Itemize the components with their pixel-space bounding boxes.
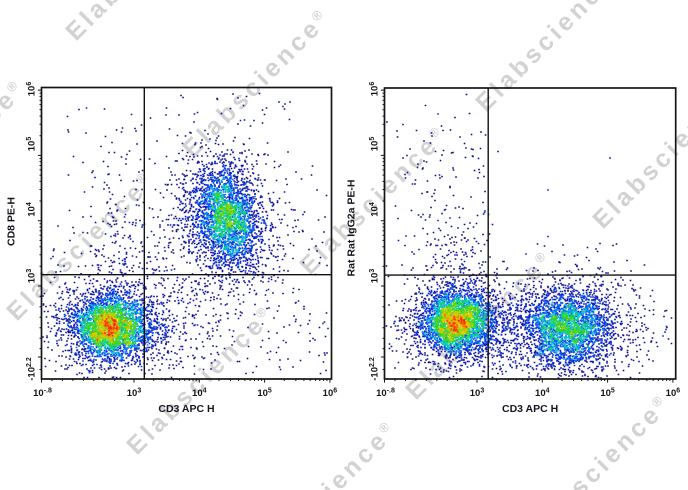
svg-text:105: 105 [369, 137, 381, 152]
svg-text:CD3 APC H: CD3 APC H [158, 403, 214, 415]
svg-text:104: 104 [192, 388, 207, 400]
svg-text:104: 104 [369, 202, 381, 217]
svg-text:-102.2: -102.2 [369, 357, 381, 381]
svg-text:10-.8: 10-.8 [33, 388, 52, 400]
svg-text:-102.2: -102.2 [26, 357, 38, 381]
svg-text:103: 103 [369, 269, 381, 284]
svg-text:105: 105 [257, 388, 272, 400]
svg-text:104: 104 [535, 388, 550, 400]
svg-text:10-.8: 10-.8 [376, 388, 395, 400]
svg-text:106: 106 [26, 82, 38, 97]
svg-text:105: 105 [600, 388, 615, 400]
svg-text:103: 103 [470, 388, 485, 400]
svg-text:104: 104 [26, 202, 38, 217]
svg-text:CD3 APC H: CD3 APC H [502, 403, 558, 415]
svg-text:103: 103 [127, 388, 142, 400]
svg-text:106: 106 [666, 388, 681, 400]
svg-text:106: 106 [323, 388, 338, 400]
svg-text:105: 105 [26, 137, 38, 152]
svg-text:103: 103 [26, 269, 38, 284]
svg-text:CD8 PE-H: CD8 PE-H [6, 197, 18, 246]
svg-text:106: 106 [369, 82, 381, 97]
svg-text:Rat Rat IgG2a PE-H: Rat Rat IgG2a PE-H [346, 180, 358, 277]
